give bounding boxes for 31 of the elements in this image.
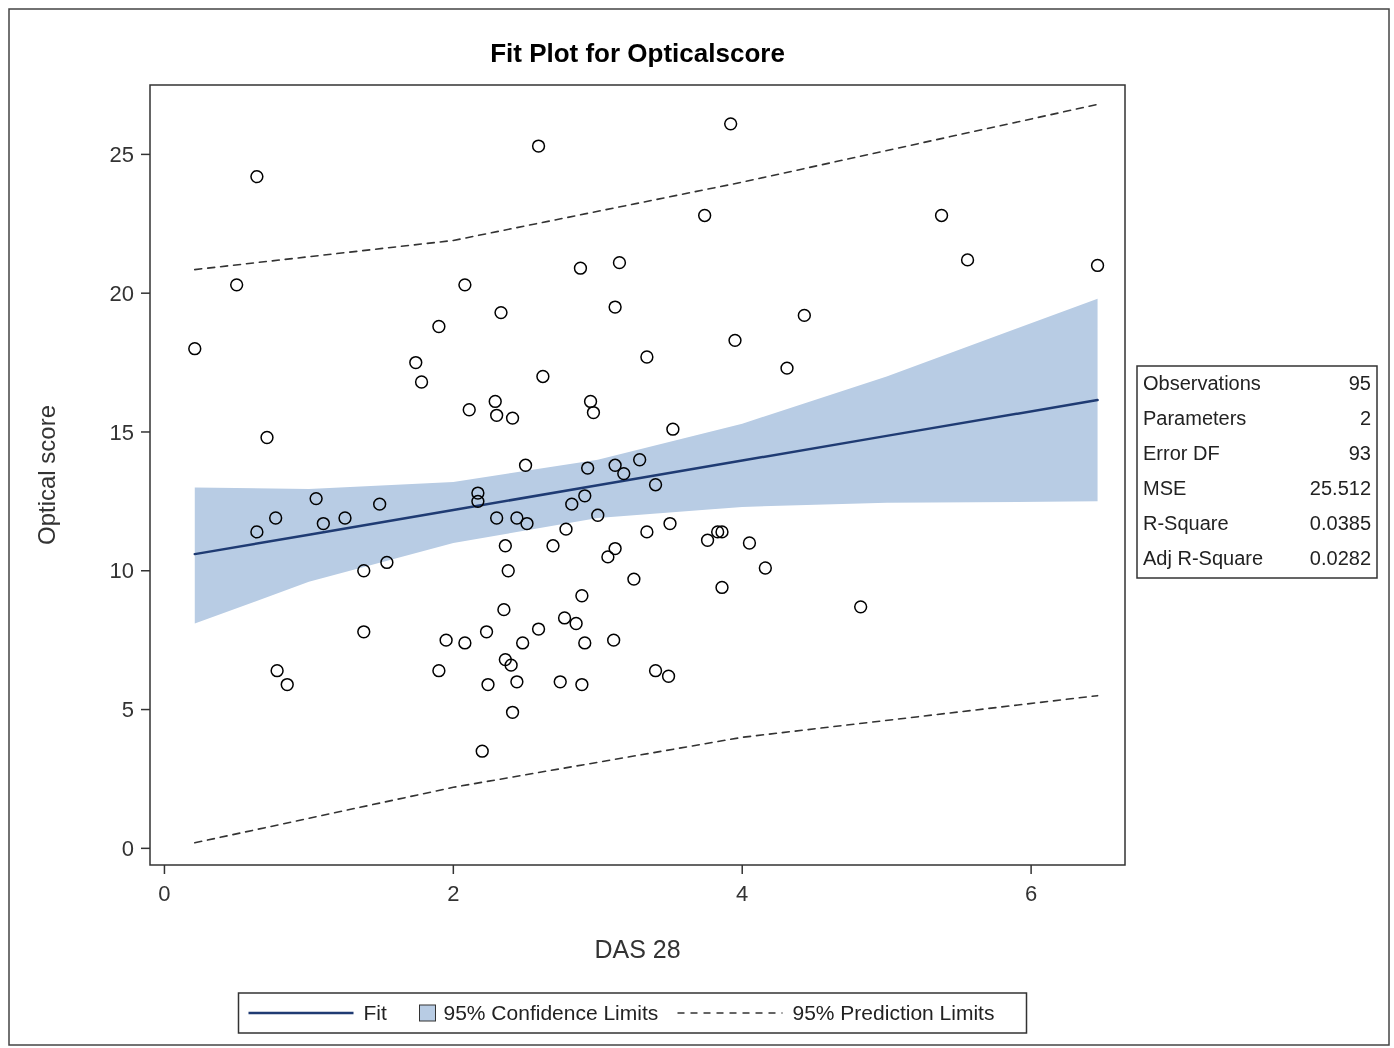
x-axis-title: DAS 28: [594, 935, 681, 963]
y-tick-label: 5: [121, 697, 134, 723]
legend-label: 95% Prediction Limits: [792, 1001, 995, 1025]
legend-label: Fit: [363, 1001, 387, 1025]
text: 0.0282: [1309, 547, 1371, 569]
y-tick-label: 20: [109, 280, 134, 306]
line-series: [193, 103, 1099, 271]
text: 25.512: [1309, 477, 1371, 499]
line-series: [193, 398, 1099, 556]
text: 95: [1348, 372, 1371, 394]
text: R-Square: [1143, 512, 1229, 534]
x-tick-label: 2: [447, 881, 460, 906]
text: 2: [1359, 407, 1371, 429]
text: Error DF: [1143, 442, 1220, 464]
y-tick-label: 0: [121, 836, 134, 862]
text: Parameters: [1143, 407, 1247, 429]
y-tick-label: 25: [109, 142, 134, 168]
x-tick-label: 0: [158, 881, 171, 906]
text: Adj R-Square: [1143, 547, 1264, 569]
y-axis-title: Optical score: [33, 404, 60, 546]
legend-label: 95% Confidence Limits: [443, 1001, 659, 1025]
y-tick-label: 10: [109, 558, 134, 584]
x-tick-label: 6: [1024, 881, 1038, 906]
text: 93: [1348, 442, 1371, 464]
y-tick-label: 15: [109, 419, 134, 445]
text: Observations: [1143, 372, 1261, 394]
text: 0.0385: [1309, 512, 1371, 534]
line-series: [193, 694, 1099, 844]
chart-title: Fit Plot for Opticalscore: [490, 38, 785, 68]
text: MSE: [1143, 477, 1187, 499]
x-tick-label: 4: [736, 881, 749, 906]
